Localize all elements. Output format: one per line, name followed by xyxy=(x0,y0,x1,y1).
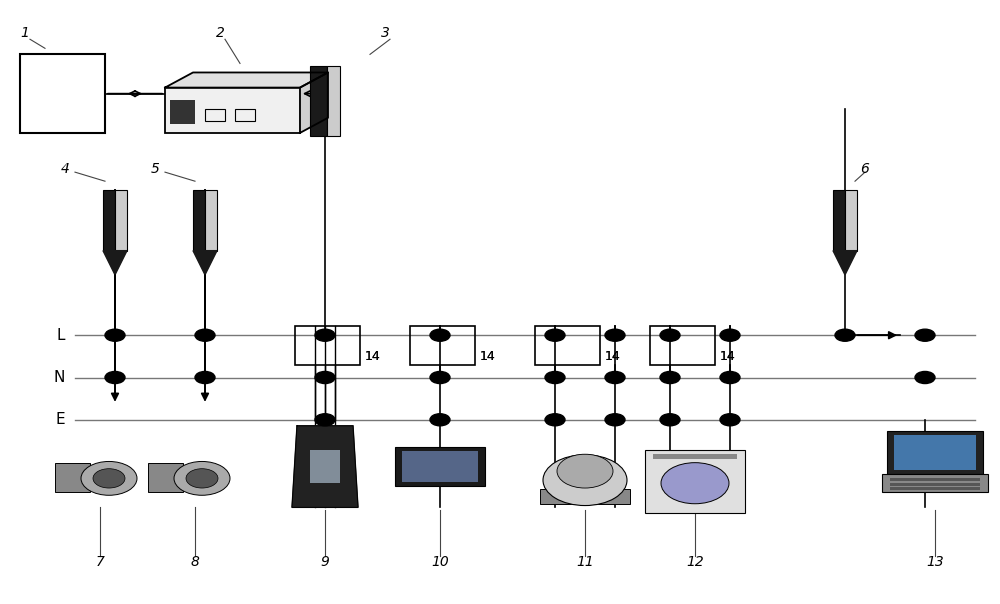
Bar xyxy=(235,109,255,121)
Text: 6: 6 xyxy=(861,162,869,176)
Text: 10: 10 xyxy=(431,554,449,569)
Text: 14: 14 xyxy=(605,350,621,363)
Circle shape xyxy=(174,461,230,495)
Bar xyxy=(326,66,340,136)
Polygon shape xyxy=(193,251,217,275)
Circle shape xyxy=(605,414,625,426)
Text: 8: 8 xyxy=(191,554,199,569)
Text: L: L xyxy=(56,328,65,342)
Bar xyxy=(845,190,857,251)
Bar xyxy=(890,478,980,481)
Bar xyxy=(310,450,340,483)
Circle shape xyxy=(660,414,680,426)
Circle shape xyxy=(315,329,335,341)
Text: N: N xyxy=(54,370,65,385)
Circle shape xyxy=(81,461,137,495)
Circle shape xyxy=(430,371,450,384)
Bar xyxy=(148,463,183,492)
Circle shape xyxy=(605,371,625,384)
Bar xyxy=(402,451,478,482)
Circle shape xyxy=(660,329,680,341)
Text: 14: 14 xyxy=(720,350,736,363)
Text: 12: 12 xyxy=(686,554,704,569)
Text: 2: 2 xyxy=(216,26,224,40)
Bar xyxy=(882,474,988,492)
Bar xyxy=(650,326,715,365)
Polygon shape xyxy=(300,72,328,133)
Text: 1: 1 xyxy=(21,26,29,40)
Bar xyxy=(193,190,205,251)
Circle shape xyxy=(915,371,935,384)
Bar xyxy=(205,109,225,121)
Text: 14: 14 xyxy=(365,350,381,363)
Text: 5: 5 xyxy=(151,162,159,176)
Bar xyxy=(165,88,300,133)
Circle shape xyxy=(545,371,565,384)
Circle shape xyxy=(720,414,740,426)
Bar xyxy=(410,326,475,365)
Circle shape xyxy=(720,371,740,384)
Bar xyxy=(115,190,127,251)
Bar xyxy=(20,54,105,133)
Circle shape xyxy=(915,329,935,341)
Text: 14: 14 xyxy=(480,350,496,363)
Text: 3: 3 xyxy=(381,26,389,40)
Circle shape xyxy=(543,455,627,506)
Circle shape xyxy=(105,371,125,384)
Polygon shape xyxy=(103,251,127,275)
Bar xyxy=(540,489,630,504)
Text: 4: 4 xyxy=(61,162,69,176)
Circle shape xyxy=(195,329,215,341)
Bar xyxy=(833,190,845,251)
Bar xyxy=(894,435,976,470)
Text: 7: 7 xyxy=(96,554,104,569)
Circle shape xyxy=(105,329,125,341)
Bar xyxy=(890,483,980,486)
Circle shape xyxy=(557,454,613,488)
Circle shape xyxy=(186,469,218,488)
Circle shape xyxy=(195,371,215,384)
Circle shape xyxy=(720,329,740,341)
Polygon shape xyxy=(165,72,328,88)
Circle shape xyxy=(93,469,125,488)
Bar xyxy=(653,454,737,459)
Polygon shape xyxy=(833,251,857,275)
Text: 9: 9 xyxy=(321,554,329,569)
Circle shape xyxy=(545,329,565,341)
Bar xyxy=(170,100,195,124)
Bar xyxy=(645,450,745,513)
Text: 13: 13 xyxy=(926,554,944,569)
Text: 14: 14 xyxy=(605,350,621,363)
Bar xyxy=(395,447,485,486)
Circle shape xyxy=(605,329,625,341)
Circle shape xyxy=(430,414,450,426)
Circle shape xyxy=(835,329,855,341)
Polygon shape xyxy=(292,426,358,507)
Circle shape xyxy=(315,371,335,384)
Bar xyxy=(55,463,90,492)
Circle shape xyxy=(430,329,450,341)
Circle shape xyxy=(661,463,729,504)
Bar xyxy=(887,431,983,474)
Text: 14: 14 xyxy=(480,350,496,363)
Circle shape xyxy=(545,414,565,426)
Bar xyxy=(310,66,326,136)
Circle shape xyxy=(660,371,680,384)
Bar xyxy=(295,326,360,365)
Bar xyxy=(103,190,115,251)
Bar xyxy=(890,487,980,490)
Text: E: E xyxy=(55,413,65,427)
Text: 11: 11 xyxy=(576,554,594,569)
Bar xyxy=(205,190,217,251)
Text: 14: 14 xyxy=(720,350,736,363)
Circle shape xyxy=(315,414,335,426)
Bar xyxy=(535,326,600,365)
Text: 14: 14 xyxy=(365,350,381,363)
